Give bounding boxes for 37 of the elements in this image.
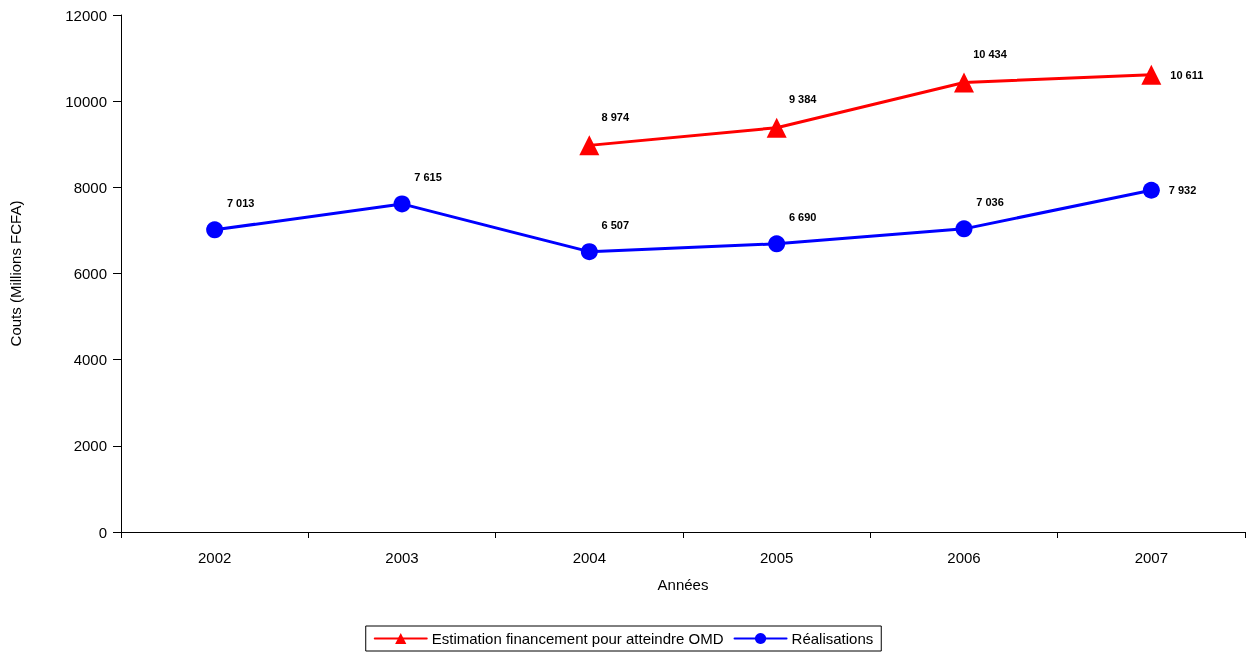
x-tick-label: 2004: [572, 549, 607, 566]
data-label: 6 690: [788, 210, 817, 223]
data-label: 10 611: [1170, 68, 1204, 81]
data-label: 6 507: [601, 218, 630, 231]
x-tick-label: 2003: [385, 549, 419, 566]
y-tick-label: 6000: [73, 265, 107, 282]
x-axis-title: Années: [657, 576, 709, 593]
point: [954, 72, 974, 93]
y-tick-label: 4000: [73, 351, 107, 369]
x-tick-label: 2007: [1134, 549, 1169, 566]
x-tick-label: 2002: [197, 549, 232, 566]
data-label: 8 974: [601, 110, 630, 123]
legend-label: Réalisations: [791, 630, 874, 647]
y-axis-title: Couts (Millions FCFA): [7, 200, 24, 347]
data-label: 9 384: [788, 93, 818, 106]
point: [1142, 181, 1160, 199]
data-label: 7 932: [1168, 184, 1197, 197]
point: [955, 220, 973, 238]
y-tick-label: 8000: [73, 178, 107, 196]
x-tick-label: 2005: [759, 549, 794, 566]
data-label: 10 434: [973, 47, 1008, 60]
point: [1141, 64, 1162, 85]
point: [768, 235, 786, 253]
point: [393, 195, 411, 213]
y-tick-label: 10000: [65, 92, 107, 110]
x-tick-label: 2006: [947, 549, 981, 566]
y-tick-label: 12000: [65, 6, 107, 24]
point: [580, 243, 598, 261]
point: [579, 135, 600, 156]
data-label: 7 615: [414, 170, 442, 183]
data-label: 7 013: [226, 196, 255, 209]
point: [206, 221, 224, 239]
y-tick-label: 2000: [73, 437, 107, 455]
y-tick-label: 0: [98, 523, 107, 541]
point: [766, 117, 787, 138]
legend-label: Estimation financement pour atteindre OMD: [431, 630, 724, 647]
data-label: 7 036: [976, 195, 1004, 208]
